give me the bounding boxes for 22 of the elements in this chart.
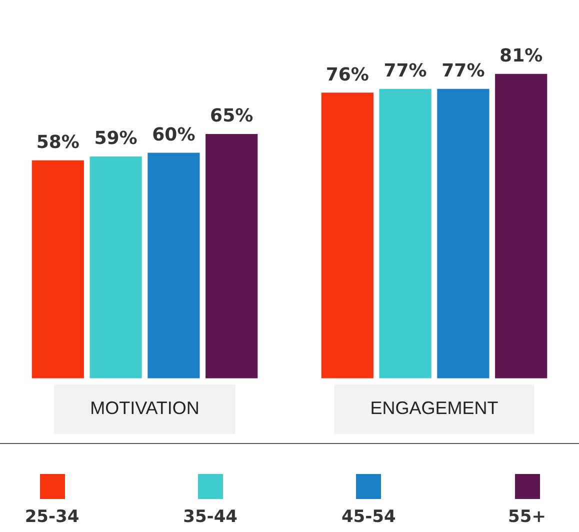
legend-label: 45-54	[340, 507, 397, 527]
bar	[379, 88, 432, 378]
data-label: 58%	[36, 132, 80, 153]
data-label: 65%	[210, 106, 254, 127]
bar	[148, 152, 200, 378]
data-label: 77%	[384, 60, 427, 82]
bar	[437, 88, 490, 378]
data-label: 76%	[326, 64, 369, 86]
bar	[495, 74, 548, 378]
bar	[206, 134, 258, 378]
bar	[90, 156, 142, 378]
data-label: 77%	[442, 60, 485, 82]
bar	[321, 92, 374, 378]
legend-label: 55+	[507, 507, 547, 527]
legend-label: 25-34	[24, 507, 80, 527]
bar	[32, 160, 84, 378]
x-tick-label: ENGAGEMENT	[370, 398, 498, 418]
data-label: 59%	[94, 128, 138, 150]
data-label: 60%	[152, 124, 196, 146]
x-tick-label: MOTIVATION	[90, 398, 200, 418]
legend-label: 35-44	[182, 507, 239, 527]
data-label: 81%	[500, 46, 543, 67]
